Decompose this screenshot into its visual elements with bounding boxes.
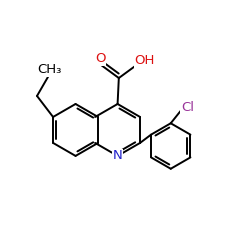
Text: O: O bbox=[95, 52, 106, 65]
Text: OH: OH bbox=[134, 54, 155, 67]
Text: Cl: Cl bbox=[181, 101, 194, 114]
Text: N: N bbox=[113, 150, 122, 162]
Text: CH₃: CH₃ bbox=[37, 63, 62, 76]
